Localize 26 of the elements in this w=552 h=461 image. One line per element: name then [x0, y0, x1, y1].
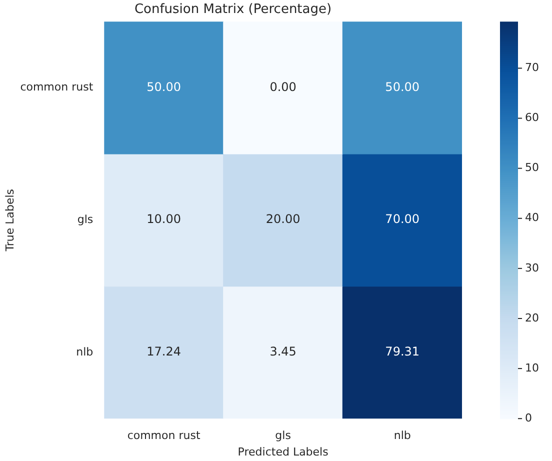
- x-axis-title: Predicted Labels: [238, 445, 329, 458]
- color-bar-label: 60: [525, 111, 539, 124]
- data-label: 50.00: [385, 80, 420, 94]
- color-bar-label: 70: [525, 61, 539, 74]
- color-bar-label: 30: [525, 261, 539, 274]
- x-tick-label: gls: [275, 429, 292, 442]
- color-bar-label: 10: [525, 361, 539, 374]
- y-tick-label: common rust: [20, 80, 94, 94]
- color-bar-label: 50: [525, 161, 539, 174]
- color-bar-label: 20: [525, 311, 539, 324]
- x-tick-label: nlb: [394, 429, 411, 442]
- data-label: 10.00: [146, 212, 181, 226]
- y-tick-label: gls: [77, 212, 94, 226]
- data-label: 20.00: [266, 212, 300, 226]
- data-label: 17.24: [146, 344, 181, 359]
- data-label: 50.00: [146, 80, 181, 94]
- data-label: 70.00: [385, 212, 420, 226]
- color-bar-label: 40: [525, 211, 539, 224]
- data-label: 3.45: [270, 344, 296, 359]
- chart-title: Confusion Matrix (Percentage): [134, 2, 332, 18]
- y-axis-title: True Labels: [3, 188, 16, 252]
- data-label: 0.00: [270, 80, 296, 94]
- data-label: 79.31: [385, 344, 420, 359]
- x-tick-label: common rust: [127, 429, 201, 442]
- color-bar-label: 0: [525, 411, 532, 424]
- y-tick-label: nlb: [76, 345, 94, 358]
